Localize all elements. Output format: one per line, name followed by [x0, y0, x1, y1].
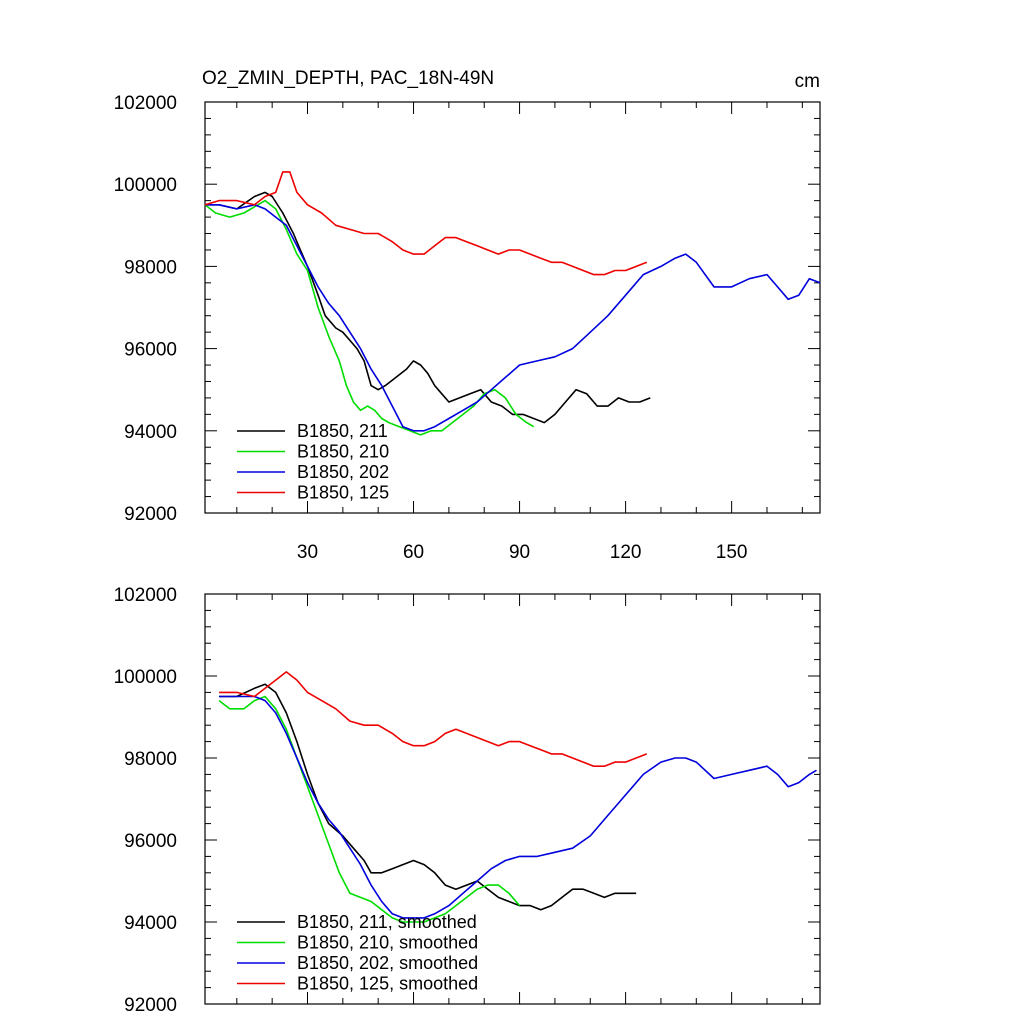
legend-label: B1850, 125 — [297, 483, 389, 503]
y-tick-label: 92000 — [124, 995, 177, 1016]
series-line — [204, 199, 535, 436]
legend-label: B1850, 202, smoothed — [297, 953, 478, 973]
x-tick-label: 30 — [297, 542, 318, 563]
y-tick-label: 100000 — [114, 175, 177, 196]
legend-label: B1850, 211 — [297, 421, 388, 441]
y-tick-label: 102000 — [114, 93, 177, 114]
legend-label: B1850, 210 — [297, 442, 389, 462]
y-tick-label: 94000 — [124, 913, 177, 934]
y-tick-label: 96000 — [124, 831, 177, 852]
legend-label: B1850, 202 — [297, 462, 389, 482]
series-line — [204, 171, 648, 276]
y-tick-label: 100000 — [114, 667, 177, 688]
x-tick-label: 90 — [509, 542, 530, 563]
series-line — [219, 695, 817, 919]
legend-label: B1850, 210, smoothed — [297, 933, 478, 953]
y-tick-label: 98000 — [124, 257, 177, 278]
units-label: cm — [795, 71, 820, 92]
y-tick-label: 102000 — [114, 585, 177, 606]
x-tick-label: 120 — [610, 542, 642, 563]
y-tick-label: 92000 — [124, 504, 177, 525]
x-tick-label: 60 — [403, 542, 424, 563]
series-line — [219, 671, 648, 767]
series-line — [205, 191, 651, 424]
plot-frame — [204, 101, 821, 514]
x-tick-label: 150 — [716, 542, 748, 563]
legend-label: B1850, 211, smoothed — [297, 912, 477, 932]
bottom-chart: 92000 94000 96000 98000 100000 102000 B1850, 2… — [114, 585, 821, 1016]
series-line — [219, 683, 637, 911]
top-chart: 30 60 90 120 150 92000 94000 96000 98000 100000 10… — [114, 93, 821, 563]
y-tick-label: 94000 — [124, 422, 177, 443]
legend-label: B1850, 125, smoothed — [297, 974, 478, 994]
y-tick-label: 96000 — [124, 340, 177, 361]
plot-frame — [204, 593, 821, 1005]
y-tick-label: 98000 — [124, 749, 177, 770]
series-line — [218, 695, 521, 923]
series-line — [205, 204, 821, 432]
chart-title: O2_ZMIN_DEPTH, PAC_18N-49N — [202, 68, 494, 89]
